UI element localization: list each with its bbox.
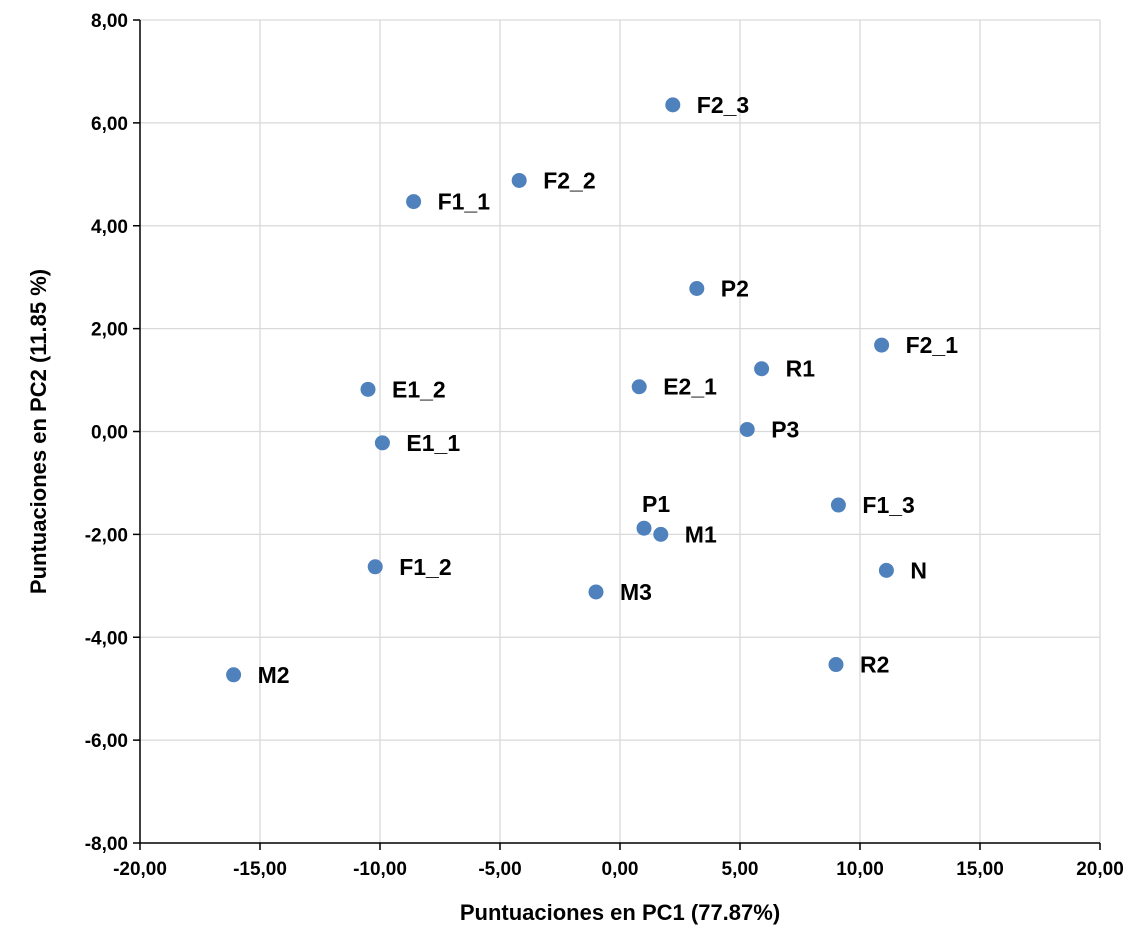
- grid: [140, 19, 1101, 843]
- point-label-f1-1: F1_1: [438, 189, 491, 215]
- y-tick-label: 6,00: [91, 114, 128, 135]
- point-label-e2-1: E2_1: [663, 374, 717, 400]
- y-tick-label: -4,00: [85, 628, 128, 649]
- x-tick-labels: -20,00 -15,00 -10,00 -5,00 0,00 5,00 10,00 15,0…: [113, 859, 1124, 880]
- point-label-n: N: [910, 557, 927, 583]
- point-label-m3: M3: [620, 579, 652, 605]
- axes: [133, 19, 1101, 850]
- data-point-m1: [653, 526, 669, 542]
- x-tick-label: -15,00: [233, 859, 287, 880]
- data-point-m3: [588, 584, 604, 600]
- x-tick-label: -10,00: [353, 859, 407, 880]
- y-axis-title: Puntuaciones en PC2 (11.85 %): [26, 269, 51, 594]
- y-tick-label: 4,00: [91, 217, 128, 238]
- y-tick-label: -8,00: [85, 834, 128, 855]
- point-label-f2-1: F2_1: [906, 332, 959, 358]
- x-tick-label: 5,00: [722, 859, 759, 880]
- data-point-r1: [754, 361, 770, 377]
- data-point-r2: [828, 657, 844, 673]
- data-point-m2: [226, 667, 242, 683]
- y-tick-label: 2,00: [91, 320, 128, 341]
- x-tick-label: 10,00: [836, 859, 884, 880]
- x-axis-title: Puntuaciones en PC1 (77.87%): [460, 900, 780, 925]
- y-tick-label: 8,00: [91, 11, 128, 32]
- x-tick-label: 15,00: [956, 859, 1004, 880]
- data-point-f2-3: [665, 97, 681, 113]
- point-label-e1-2: E1_2: [392, 376, 446, 402]
- x-tick-label: 20,00: [1076, 859, 1124, 880]
- point-label-m2: M2: [258, 662, 290, 688]
- data-point-f2-2: [511, 172, 527, 188]
- point-label-e1-1: E1_1: [406, 430, 460, 456]
- y-tick-label: -6,00: [85, 731, 128, 752]
- data-point-p3: [739, 421, 755, 437]
- data-point-f1-2: [367, 559, 383, 575]
- y-tick-labels: -8,00 -6,00 -4,00 -2,00 0,00 2,00 4,00 6,00 8,00: [85, 11, 128, 855]
- point-label-f2-2: F2_2: [543, 167, 595, 193]
- point-label-r1: R1: [786, 356, 816, 382]
- point-label-m1: M1: [685, 521, 717, 547]
- x-tick-label: 0,00: [602, 859, 639, 880]
- x-tick-label: -20,00: [113, 859, 167, 880]
- data-point-e1-2: [360, 381, 376, 397]
- y-tick-label: 0,00: [91, 423, 128, 444]
- data-points: [226, 97, 894, 683]
- point-label-f2-3: F2_3: [697, 92, 749, 118]
- point-label-p3: P3: [771, 416, 799, 442]
- point-labels: F2_3 F2_2 F1_1 P2 F2_1 R1 E1_2 E2_1 E1_1 P3 P1 M1 F1…: [258, 92, 959, 688]
- data-point-e1-1: [374, 435, 390, 451]
- point-label-f1-2: F1_2: [399, 554, 451, 580]
- data-point-f1-3: [830, 497, 846, 513]
- data-point-n: [878, 562, 894, 578]
- y-tick-label: -2,00: [85, 525, 128, 546]
- data-point-p1: [636, 520, 652, 536]
- point-label-r2: R2: [860, 652, 889, 678]
- point-label-p2: P2: [721, 276, 749, 302]
- data-point-p2: [689, 281, 705, 297]
- point-label-f1-3: F1_3: [862, 492, 914, 518]
- data-point-f1-1: [406, 194, 422, 210]
- data-point-e2-1: [631, 379, 647, 395]
- point-label-p1: P1: [642, 491, 670, 517]
- x-tick-label: -5,00: [478, 859, 521, 880]
- data-point-f2-1: [874, 337, 890, 353]
